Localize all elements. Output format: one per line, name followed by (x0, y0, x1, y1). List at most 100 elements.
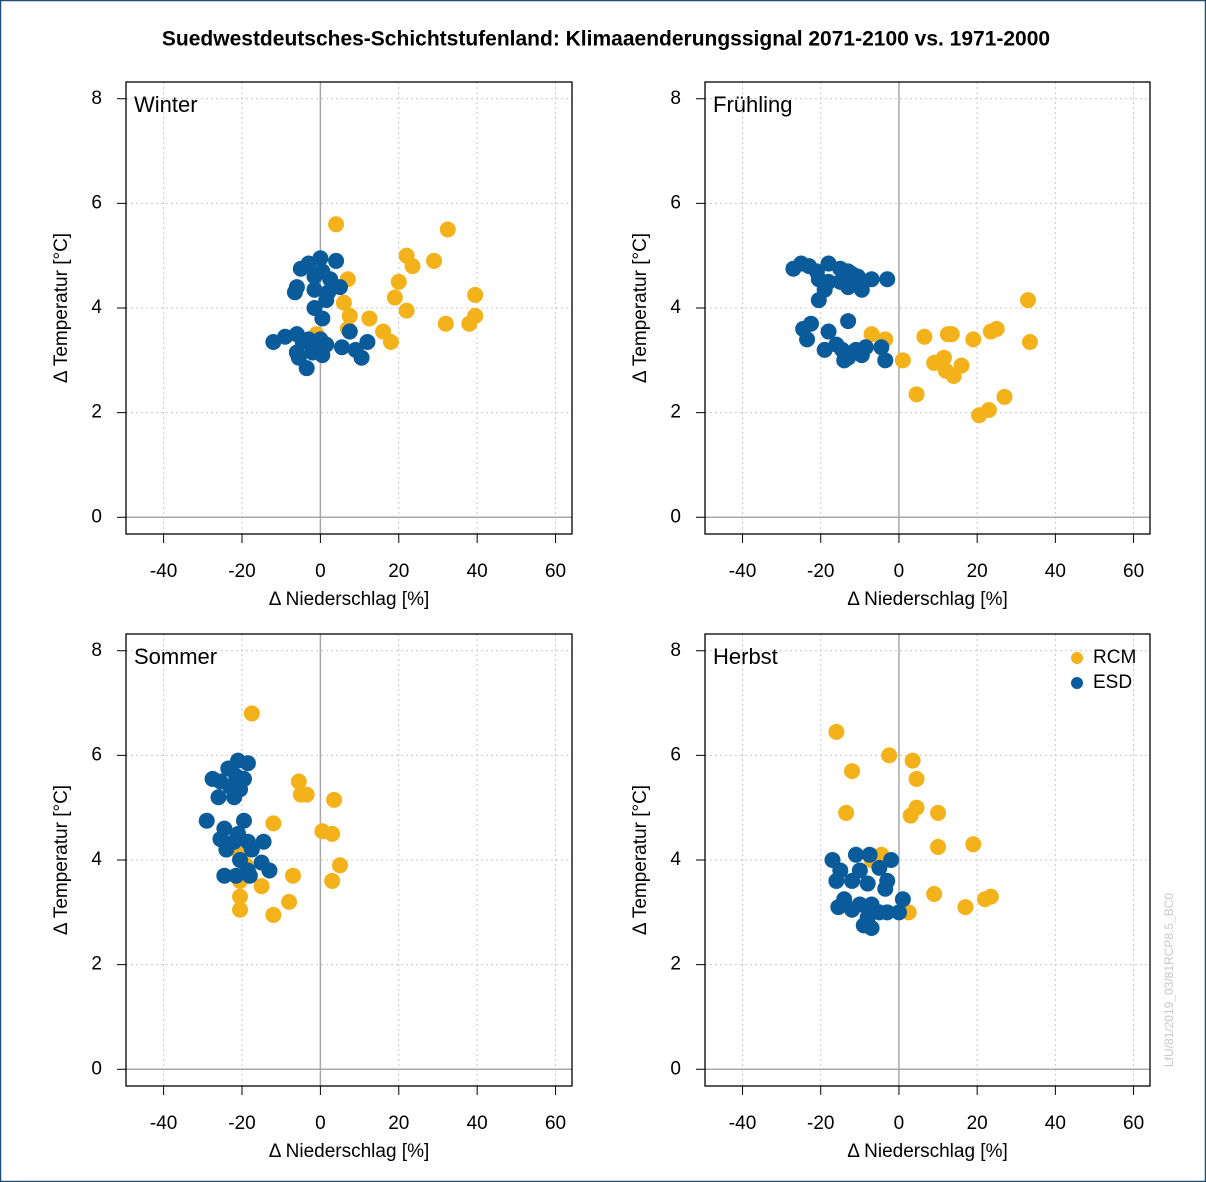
point (361, 310, 378, 327)
x-tick-label: 20 (388, 1113, 409, 1134)
point (243, 705, 260, 722)
y-tick-label: 8 (670, 88, 681, 109)
point (799, 331, 816, 348)
x-tick-label: -20 (228, 561, 255, 582)
point (853, 281, 870, 298)
point (816, 281, 833, 298)
point (228, 867, 245, 884)
point (235, 812, 252, 829)
y-tick-label: 4 (670, 849, 681, 870)
x-axis-label: Δ Niederschlag [%] (847, 589, 1008, 610)
x-tick-label: -40 (150, 561, 177, 582)
x-tick-label: 0 (894, 561, 905, 582)
point (879, 271, 896, 288)
y-tick-label: 2 (670, 402, 681, 423)
y-axis-label: Δ Temperatur [°C] (630, 785, 651, 935)
point (241, 867, 258, 884)
point (261, 862, 278, 879)
x-tick-label: -20 (228, 1113, 255, 1134)
y-tick-label: 0 (670, 1058, 681, 1079)
point (877, 352, 894, 369)
point (926, 354, 943, 371)
point (314, 347, 331, 364)
point (439, 221, 456, 238)
legend-marker (1071, 677, 1083, 689)
point (306, 281, 323, 298)
point (894, 352, 911, 369)
point (965, 331, 982, 348)
page-title: Suedwestdeutsches-Schichtstufenland: Kli… (162, 28, 1050, 51)
y-tick-label: 6 (91, 744, 102, 765)
point (314, 310, 331, 327)
point (243, 841, 260, 858)
x-tick-label: 20 (967, 1113, 988, 1134)
point (467, 307, 484, 324)
x-tick-label: 40 (467, 1113, 488, 1134)
point (976, 891, 993, 908)
point (390, 273, 407, 290)
y-axis-label: Δ Temperatur [°C] (630, 233, 651, 383)
point (1021, 334, 1038, 351)
y-tick-label: 4 (670, 297, 681, 318)
point (871, 904, 888, 921)
point (331, 857, 348, 874)
point (239, 755, 256, 772)
y-tick-label: 6 (670, 192, 681, 213)
x-tick-label: 0 (315, 1113, 326, 1134)
y-tick-label: 6 (670, 744, 681, 765)
panel-title: Winter (134, 92, 198, 117)
point (341, 323, 358, 340)
point (853, 347, 870, 364)
point (1019, 292, 1036, 309)
x-axis-label: Δ Niederschlag [%] (847, 1141, 1008, 1162)
point (830, 899, 847, 916)
point (404, 258, 421, 275)
point (398, 302, 415, 319)
point (945, 368, 962, 385)
y-axis-label: Δ Temperatur [°C] (51, 233, 72, 383)
point (284, 867, 301, 884)
point (265, 906, 282, 923)
point (902, 807, 919, 824)
x-tick-label: -20 (807, 561, 834, 582)
point (883, 852, 900, 868)
point (306, 268, 323, 285)
y-tick-label: 0 (670, 506, 681, 527)
point (838, 804, 855, 821)
point (861, 846, 878, 863)
x-tick-label: -40 (150, 1113, 177, 1134)
point (359, 334, 376, 351)
x-tick-label: 60 (1123, 561, 1144, 582)
x-tick-label: 40 (1045, 1113, 1066, 1134)
x-tick-label: -40 (729, 561, 756, 582)
x-axis-label: Δ Niederschlag [%] (269, 589, 430, 610)
x-tick-label: 40 (467, 561, 488, 582)
point (265, 815, 282, 832)
point (333, 339, 350, 356)
point (863, 326, 880, 343)
point (908, 770, 925, 787)
panel-title: Herbst (713, 644, 778, 669)
point (386, 289, 403, 306)
plot-box (125, 81, 573, 535)
point (286, 284, 303, 301)
x-tick-label: 0 (894, 1113, 905, 1134)
x-tick-label: 60 (1123, 1113, 1144, 1134)
point (281, 893, 298, 910)
point (324, 825, 341, 842)
point (353, 349, 370, 366)
point (265, 334, 282, 351)
point (982, 323, 999, 340)
x-tick-label: 40 (1045, 561, 1066, 582)
point (335, 294, 352, 311)
point (859, 875, 876, 892)
y-tick-label: 8 (91, 640, 102, 661)
y-tick-label: 4 (91, 849, 102, 870)
point (894, 891, 911, 908)
point (863, 920, 880, 937)
point (318, 292, 335, 309)
point (290, 773, 307, 790)
x-tick-label: -40 (729, 1113, 756, 1134)
point (904, 752, 921, 769)
